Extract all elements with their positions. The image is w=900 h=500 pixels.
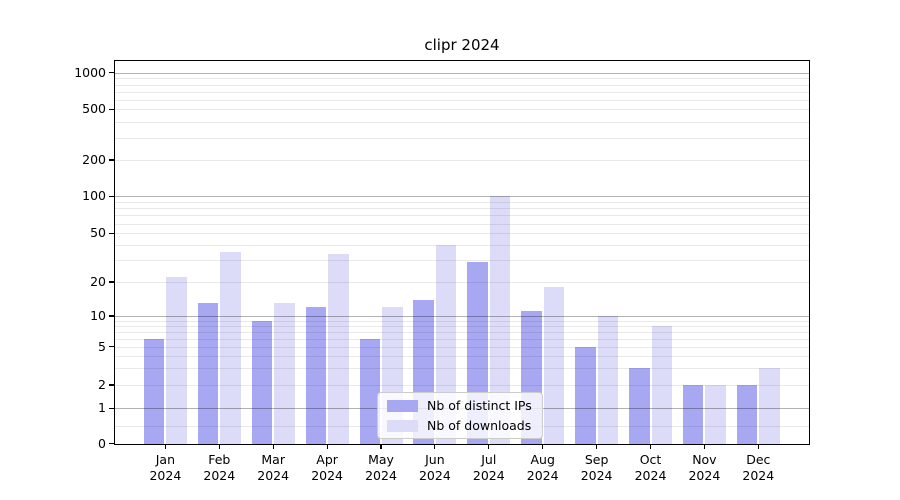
y-tick-mark-100 <box>109 195 114 197</box>
x-tick-label-feb-2024: Feb 2024 <box>203 452 236 483</box>
x-tick-mark-dec-2024 <box>757 445 759 449</box>
y-tick-label-20: 20 <box>90 274 106 289</box>
x-tick-mark-apr-2024 <box>326 445 328 449</box>
y-tick-mark-1000 <box>109 72 114 74</box>
bar-nb-of-downloads-jan-2024 <box>166 276 187 445</box>
y-tick-mark-20 <box>109 281 114 283</box>
x-tick-label-jun-2024: Jun 2024 <box>418 452 451 483</box>
x-tick-mark-oct-2024 <box>649 445 652 449</box>
legend-row-nb-of-downloads: Nb of downloads <box>387 418 532 433</box>
y-tick-label-2: 2 <box>98 377 106 392</box>
bar-nb-of-downloads-feb-2024 <box>220 252 241 445</box>
bar-nb-of-downloads-sep-2024 <box>597 316 619 445</box>
x-tick-label-oct-2024: Oct 2024 <box>634 452 667 483</box>
x-tick-mark-sep-2024 <box>596 445 598 449</box>
y-tick-mark-1 <box>109 407 114 409</box>
bar-nb-of-distinct-ips-feb-2024 <box>197 303 219 445</box>
y-tick-mark-5 <box>109 346 114 348</box>
x-tick-label-dec-2024: Dec 2024 <box>742 452 775 483</box>
bar-nb-of-distinct-ips-sep-2024 <box>575 346 596 445</box>
y-tick-mark-0 <box>109 442 114 445</box>
bar-nb-of-downloads-dec-2024 <box>759 368 780 445</box>
x-tick-mark-may-2024 <box>380 445 382 449</box>
y-tick-label-10: 10 <box>90 308 106 323</box>
bar-nb-of-distinct-ips-oct-2024 <box>629 368 650 445</box>
legend-label-nb-of-downloads: Nb of downloads <box>427 418 532 433</box>
bar-nb-of-downloads-oct-2024 <box>651 325 672 445</box>
legend-swatch-nb-of-downloads <box>387 419 418 432</box>
bar-nb-of-downloads-nov-2024 <box>705 385 726 445</box>
bar-nb-of-downloads-jul-2024 <box>489 196 511 445</box>
bar-nb-of-distinct-ips-mar-2024 <box>251 320 273 445</box>
x-tick-mark-feb-2024 <box>218 445 220 449</box>
x-tick-mark-jun-2024 <box>434 445 436 449</box>
bar-nb-of-distinct-ips-may-2024 <box>359 338 380 445</box>
y-tick-label-5: 5 <box>98 338 106 354</box>
x-tick-label-mar-2024: Mar 2024 <box>257 452 290 483</box>
chart-title: clipr 2024 <box>424 36 500 54</box>
legend-label-nb-of-distinct-ips: Nb of distinct IPs <box>427 398 532 413</box>
y-tick-mark-2 <box>109 384 114 386</box>
bar-nb-of-distinct-ips-apr-2024 <box>305 307 327 445</box>
x-tick-label-sep-2024: Sep 2024 <box>580 452 613 483</box>
y-tick-label-50: 50 <box>90 225 106 241</box>
x-tick-label-apr-2024: Apr 2024 <box>311 452 343 483</box>
legend-row-nb-of-distinct-ips: Nb of distinct IPs <box>387 398 532 413</box>
x-tick-mark-nov-2024 <box>703 445 705 449</box>
y-tick-label-500: 500 <box>82 101 106 117</box>
y-tick-mark-200 <box>109 159 114 161</box>
x-tick-label-jan-2024: Jan 2024 <box>149 452 182 483</box>
y-tick-label-100: 100 <box>82 188 106 204</box>
y-tick-label-0: 0 <box>98 435 106 451</box>
x-tick-label-jul-2024: Jul 2024 <box>472 452 505 483</box>
bar-nb-of-distinct-ips-dec-2024 <box>736 385 758 445</box>
y-tick-label-1000: 1000 <box>74 64 106 80</box>
x-tick-mark-jan-2024 <box>164 445 166 449</box>
y-tick-mark-50 <box>109 232 114 234</box>
bar-nb-of-distinct-ips-jan-2024 <box>143 338 165 445</box>
bar-nb-of-downloads-mar-2024 <box>274 303 295 445</box>
y-tick-mark-10 <box>109 315 114 317</box>
x-tick-mark-mar-2024 <box>272 445 274 449</box>
x-tick-mark-aug-2024 <box>542 445 544 449</box>
bar-nb-of-downloads-aug-2024 <box>543 287 565 445</box>
x-tick-label-nov-2024: Nov 2024 <box>688 452 721 483</box>
x-tick-label-aug-2024: Aug 2024 <box>526 452 559 483</box>
x-tick-mark-jul-2024 <box>488 445 490 449</box>
y-tick-label-1: 1 <box>98 400 106 416</box>
bar-nb-of-distinct-ips-nov-2024 <box>682 385 704 445</box>
y-tick-mark-500 <box>109 108 114 110</box>
x-tick-label-may-2024: May 2024 <box>365 452 397 483</box>
legend-swatch-nb-of-distinct-ips <box>387 399 418 412</box>
y-tick-label-200: 200 <box>82 152 106 167</box>
bar-nb-of-downloads-apr-2024 <box>328 253 349 445</box>
legend: Nb of distinct IPs Nb of downloads <box>377 392 543 439</box>
